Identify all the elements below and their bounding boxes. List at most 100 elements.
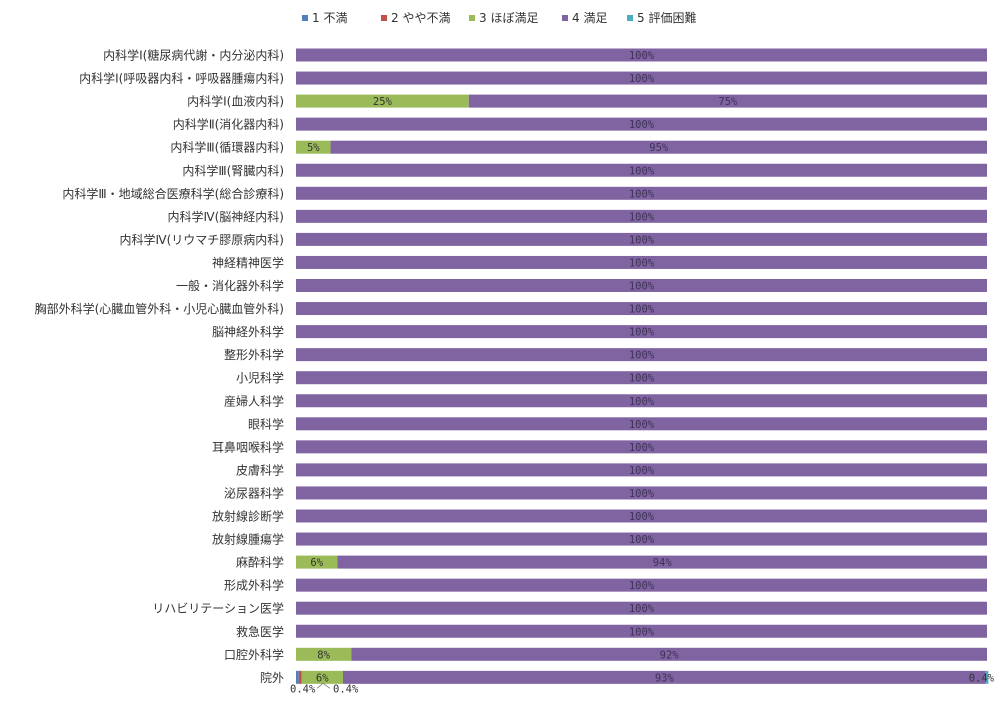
- data-label: 100%: [629, 50, 655, 62]
- data-label: 100%: [629, 488, 655, 500]
- data-label: 100%: [629, 327, 655, 339]
- data-label: 100%: [629, 465, 655, 477]
- bar-segment-4: [296, 601, 987, 615]
- bar-segment-4: [296, 348, 987, 362]
- bar-segment-4: [342, 670, 986, 684]
- category-label: 胸部外科学(心臓血管外科・小児心臓血管外科): [35, 301, 284, 316]
- bar-segment-4: [296, 186, 987, 200]
- category-label: 神経精神医学: [212, 255, 284, 270]
- category-label: 内科学Ⅰ(呼吸器内科・呼吸器腫瘍内科): [79, 71, 284, 86]
- data-label-small: 0.4%: [290, 683, 316, 695]
- data-label: 95%: [649, 142, 669, 154]
- bar-segment-1: [296, 670, 299, 684]
- category-label: 内科学Ⅳ(脳神経内科): [168, 209, 284, 224]
- data-label: 100%: [629, 257, 655, 269]
- legend-swatch-3: [469, 15, 475, 21]
- data-label: 100%: [629, 580, 655, 592]
- category-label: 放射線診断学: [212, 509, 284, 524]
- category-label: 形成外科学: [224, 578, 284, 593]
- bar-segment-4: [296, 532, 987, 546]
- data-label-small: 0.4%: [969, 672, 995, 684]
- data-label-small: 0.4%: [333, 683, 359, 695]
- bar-segment-4: [296, 509, 987, 523]
- bar-segment-4: [296, 578, 987, 592]
- bar-segment-3: [301, 670, 343, 684]
- data-label: 100%: [629, 626, 655, 638]
- legend-swatch-1: [302, 15, 308, 21]
- data-label: 25%: [373, 96, 393, 108]
- category-label: 小児科学: [236, 370, 284, 385]
- data-label: 6%: [310, 557, 323, 569]
- bar-segment-4: [296, 486, 987, 500]
- category-label: 救急医学: [236, 624, 284, 639]
- category-label: 眼科学: [248, 416, 284, 431]
- bar-segment-4: [296, 232, 987, 246]
- bar-segment-4: [296, 255, 987, 269]
- data-label: 100%: [629, 511, 655, 523]
- leader-line: [316, 682, 331, 689]
- legend-label-2: 2 やや不満: [391, 11, 450, 25]
- data-label: 92%: [660, 649, 680, 661]
- bar-segment-3: [296, 647, 352, 661]
- value-labels: 100% 100% 25% 75% 100% 5% 95% 100% 100% 100% 100% 1…: [290, 50, 995, 695]
- category-label: 内科学Ⅱ(消化器内科): [173, 117, 284, 132]
- data-label: 6%: [316, 672, 329, 684]
- bar-segment-4: [296, 624, 987, 638]
- category-label: 内科学Ⅲ(循環器内科): [170, 140, 284, 155]
- data-label: 100%: [629, 188, 655, 200]
- bar-segment-4: [296, 325, 987, 339]
- bar-segment-4: [468, 94, 987, 108]
- bar-segment-4: [296, 463, 987, 477]
- category-labels: 内科学Ⅰ(糖尿病代謝・内分泌内科) 内科学Ⅰ(呼吸器内科・呼吸器腫瘍内科) 内科学Ⅰ…: [35, 48, 284, 685]
- category-label: 院外: [260, 671, 284, 685]
- bar-segment-3: [296, 140, 331, 154]
- bar-segment-4: [296, 371, 987, 385]
- category-label: 麻酔科学: [236, 555, 284, 570]
- category-label: 産婦人科学: [224, 393, 284, 408]
- bar-segment-3: [296, 555, 338, 569]
- bar-segment-4: [296, 48, 987, 62]
- data-label: 100%: [629, 419, 655, 431]
- bar-segment-4: [351, 647, 987, 661]
- bar-segment-4: [296, 417, 987, 431]
- bar-segment-4: [296, 440, 987, 454]
- bar-segment-4: [337, 555, 988, 569]
- legend-swatch-5: [627, 15, 633, 21]
- category-label: 内科学Ⅰ(糖尿病代謝・内分泌内科): [103, 48, 284, 63]
- category-label: 内科学Ⅲ・地域総合医療科学(総合診療科): [62, 186, 284, 201]
- bar-segment-3: [296, 94, 469, 108]
- bar-segment-4: [296, 302, 987, 316]
- category-label: 泌尿器科学: [224, 485, 284, 500]
- data-label: 100%: [629, 396, 655, 408]
- data-label: 100%: [629, 211, 655, 223]
- legend-label-4: 4 満足: [572, 11, 607, 25]
- category-label: 一般・消化器外科学: [176, 278, 284, 293]
- legend-label-1: 1 不満: [312, 11, 347, 25]
- category-label: 内科学Ⅲ(腎臓内科): [182, 163, 284, 178]
- data-label: 100%: [629, 119, 655, 131]
- legend-swatch-4: [562, 15, 568, 21]
- category-label: 耳鼻咽喉科学: [212, 439, 284, 454]
- category-label: 内科学Ⅳ(リウマチ膠原病内科): [120, 232, 284, 247]
- legend-swatch-2: [381, 15, 387, 21]
- bar-segment-4: [296, 71, 987, 85]
- data-label: 100%: [629, 350, 655, 362]
- data-label: 100%: [629, 534, 655, 546]
- data-label: 5%: [307, 142, 320, 154]
- data-label: 100%: [629, 73, 655, 85]
- bar-segment-4: [296, 394, 987, 408]
- data-label: 100%: [629, 234, 655, 246]
- category-label: 内科学Ⅰ(血液内科): [187, 94, 284, 109]
- bar-segment-2: [298, 670, 302, 684]
- data-label: 94%: [653, 557, 673, 569]
- category-label: 脳神経外科学: [212, 324, 284, 339]
- category-label: リハビリテーション医学: [152, 601, 284, 616]
- legend-label-5: 5 評価困難: [637, 10, 696, 25]
- bar-segment-5: [985, 670, 989, 684]
- category-label: 放射線腫瘍学: [212, 532, 284, 547]
- bar-segment-4: [296, 279, 987, 292]
- bar-segment-4: [296, 117, 987, 131]
- bar-segment-4: [330, 140, 987, 154]
- data-label: 75%: [718, 96, 738, 108]
